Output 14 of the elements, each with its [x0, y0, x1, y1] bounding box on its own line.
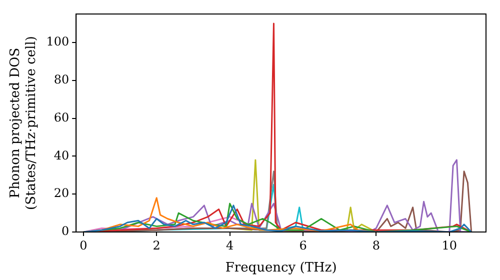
x-tick-label: 0	[80, 238, 88, 252]
x-tick-label: 6	[299, 238, 307, 252]
x-tick-label: 10	[442, 238, 458, 252]
y-tick-label: 20	[54, 186, 70, 200]
y-tick-label: 100	[46, 34, 70, 49]
x-tick-label: 8	[372, 238, 380, 252]
x-tick-label: 2	[152, 238, 160, 252]
y-tick-label: 0	[61, 224, 70, 238]
y-axis-title: Phonon projected DOS (States/THz·primitive cell)	[8, 36, 39, 210]
x-axis-title: Frequency (THz)	[225, 260, 337, 276]
y-tick-label: 80	[54, 72, 70, 86]
x-tick-label: 4	[226, 238, 234, 252]
y-tick-label: 40	[54, 148, 70, 162]
y-tick-label: 60	[54, 110, 70, 124]
